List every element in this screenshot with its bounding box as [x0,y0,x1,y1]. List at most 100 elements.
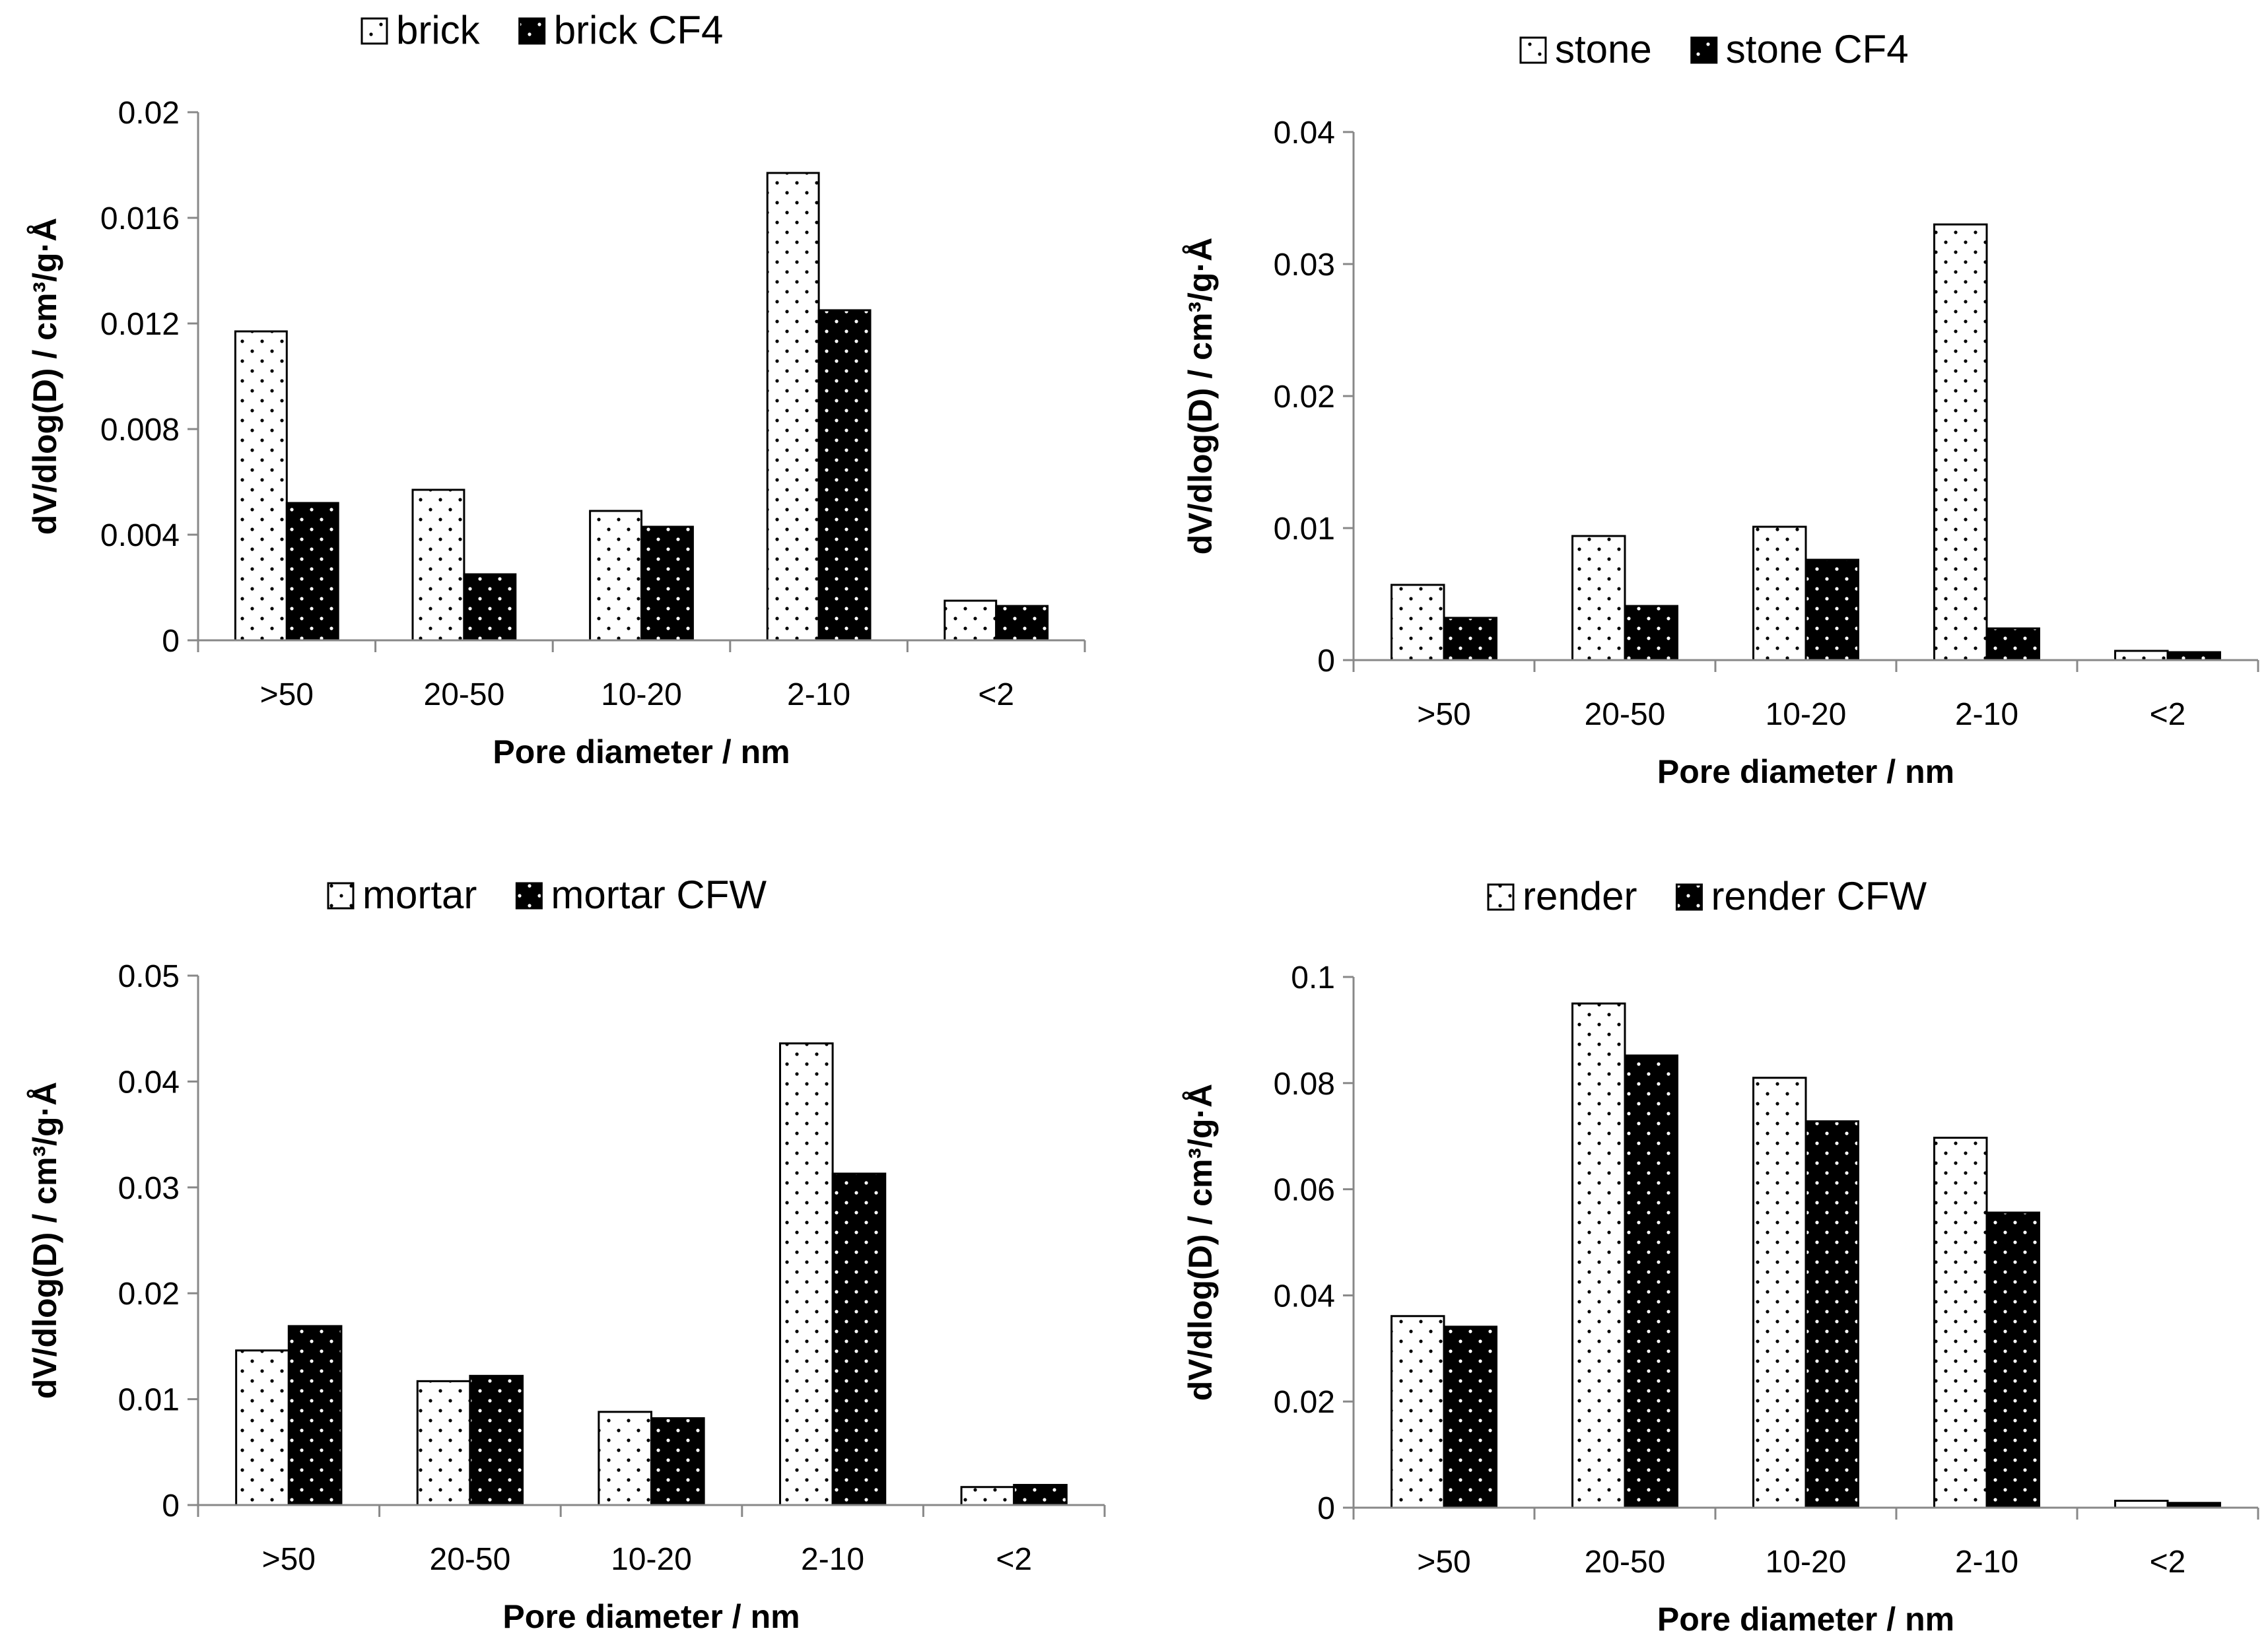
legend-swatch-render [1487,883,1515,911]
bar-render-4 [2114,1500,2169,1509]
y-tick-label: 0.02 [1274,1385,1335,1420]
bar-mortar-cfw-0 [287,1325,343,1506]
x-tick-label: 10-20 [611,1542,692,1577]
bar-mortar-cfw-1 [469,1374,524,1506]
bar-stone-0 [1391,584,1445,661]
bar-render-0 [1391,1315,1445,1509]
y-axis-title: dV/dlog(D) / cm³/g·Å [1182,1084,1219,1401]
x-tick-label: >50 [262,1542,316,1577]
legend-label-render-cfw: render CFW [1711,874,1927,918]
bar-mortar-cfw-3 [831,1172,887,1506]
legend-label-mortar: mortar [362,873,477,917]
y-tick-label: 0.004 [100,518,180,553]
bar-mortar-3 [778,1042,834,1506]
bar-mortar-cfw-2 [650,1417,705,1506]
legend-swatch-mortar-cfw [515,882,543,910]
x-tick-label: >50 [1417,1545,1470,1580]
legend-label-brick: brick [396,8,481,52]
y-tick-label: 0.04 [118,1065,180,1100]
legend: render render CFW [1487,874,1927,918]
bar-stone-cf4-2 [1804,558,1859,661]
x-tick-label: <2 [996,1542,1032,1577]
x-tick-label: 20-50 [430,1542,511,1577]
y-tick-label: 0.02 [1274,380,1335,415]
y-tick-label: 0.008 [100,413,180,448]
x-tick-label: 20-50 [1585,1545,1666,1580]
bar-mortar-1 [416,1380,471,1506]
x-tick-label: <2 [2150,697,2186,732]
bar-render-cfw-1 [1624,1054,1678,1509]
x-axis-title: Pore diameter / nm [1657,753,1954,790]
bar-render-cfw-0 [1443,1325,1497,1509]
legend-swatch-render-cfw [1675,883,1703,911]
y-tick-label: 0.016 [100,201,180,236]
bar-brick-cf4-3 [817,309,872,642]
legend-label-stone: stone [1555,27,1652,71]
y-tick-label: 0.03 [1274,248,1335,283]
y-tick-label: 0.03 [118,1171,180,1206]
legend-label-brick-cf4: brick CF4 [554,8,724,52]
chart-render: 0 0.02 0.04 0.06 0.08 0.1 >50 20-50 10-20 2-10 <2 P… [1182,874,2259,1638]
bar-mortar-4 [960,1486,1015,1506]
bar-stone-cf4-0 [1443,617,1497,661]
x-tick-label: 2-10 [787,677,850,712]
legend: brick brick CF4 [361,8,724,52]
y-tick-label: 0 [162,1489,180,1524]
legend-swatch-brick [361,17,388,45]
x-tick-label: <2 [978,677,1014,712]
x-tick-label: 2-10 [1955,1545,2018,1580]
legend-label-render: render [1523,874,1637,918]
bar-mortar-2 [598,1411,653,1506]
y-tick-label: 0.06 [1274,1173,1335,1208]
bar-brick-cf4-0 [285,502,339,642]
x-tick-label: 2-10 [801,1542,864,1577]
x-tick-label: 20-50 [424,677,505,712]
bar-render-cfw-3 [1985,1211,2040,1509]
y-tick-label: 0 [1317,644,1335,679]
bar-stone-cf4-4 [2166,651,2221,661]
chart-stone: 0 0.01 0.02 0.03 0.04 >50 20-50 10-20 2-10 <2 Pore… [1182,27,2259,790]
y-tick-label: 0 [1317,1491,1335,1526]
bar-render-cfw-2 [1804,1120,1859,1509]
legend-swatch-stone-cf4 [1690,36,1718,64]
x-axis-title: Pore diameter / nm [502,1598,800,1635]
bar-mortar-0 [235,1349,290,1506]
x-tick-label: >50 [1417,697,1470,732]
y-tick-label: 0.04 [1274,1279,1335,1314]
bar-brick-cf4-2 [640,525,694,642]
y-tick-label: 0.04 [1274,116,1335,151]
x-tick-label: 10-20 [1766,697,1847,732]
legend-swatch-brick-cf4 [518,17,546,45]
x-tick-label: >50 [260,677,314,712]
y-tick-label: 0.08 [1274,1067,1335,1102]
legend-label-stone-cf4: stone CF4 [1726,27,1909,71]
x-tick-label: 10-20 [1766,1545,1847,1580]
bar-brick-3 [766,172,820,642]
x-tick-label: 20-50 [1585,697,1666,732]
y-tick-label: 0.012 [100,307,180,342]
bar-brick-1 [411,488,465,642]
legend-label-mortar-cfw: mortar CFW [551,873,767,917]
bar-stone-4 [2114,650,2169,661]
bar-render-3 [1933,1137,1988,1509]
x-tick-label: 2-10 [1955,697,2018,732]
y-tick-label: 0.05 [118,959,180,994]
y-tick-label: 0.1 [1291,960,1335,995]
bar-stone-2 [1752,525,1807,661]
bar-brick-2 [589,510,643,642]
bar-render-2 [1752,1077,1807,1509]
y-tick-label: 0.02 [118,96,180,131]
y-tick-label: 0.01 [1274,512,1335,547]
x-tick-label: 10-20 [601,677,682,712]
y-tick-label: 0 [162,624,180,659]
bar-brick-4 [944,599,998,642]
bar-render-1 [1571,1002,1626,1509]
legend: mortar mortar CFW [327,873,767,917]
legend: stone stone CF4 [1519,27,1909,71]
bar-brick-cf4-4 [995,605,1049,642]
bar-brick-cf4-1 [463,573,517,642]
bar-stone-1 [1571,535,1626,661]
bar-stone-3 [1933,223,1988,661]
y-axis-title: dV/dlog(D) / cm³/g·Å [1182,238,1219,555]
x-axis-title: Pore diameter / nm [1657,1601,1954,1638]
